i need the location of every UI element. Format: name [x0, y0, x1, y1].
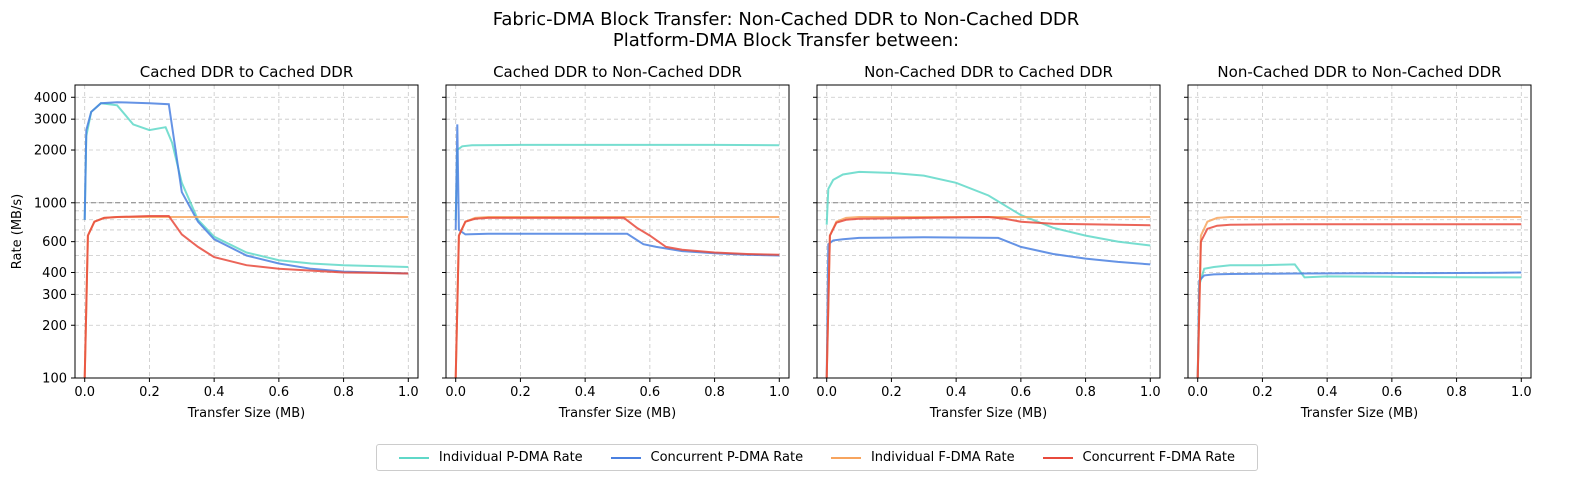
- x-tick-label: 0.2: [881, 385, 902, 400]
- suptitle-line-2: Platform-DMA Block Transfer between:: [613, 30, 959, 51]
- axes-frame: [816, 84, 1161, 379]
- legend-label: Individual F-DMA Rate: [870, 450, 1015, 465]
- x-tick-label: 0.4: [1317, 385, 1338, 400]
- legend-item-concurrent-fdma: Concurrent F-DMA Rate: [1042, 450, 1236, 465]
- y-tick-label: 200: [42, 319, 67, 334]
- x-axis-label: Transfer Size (MB): [1300, 406, 1419, 421]
- subplot-2: 0.0 0.2 0.4 0.6 0.8 1.0 Cached DDR to Non-Cach…: [442, 63, 790, 421]
- x-axis-label: Transfer Size (MB): [187, 406, 306, 421]
- x-tick-label: 0.0: [445, 385, 466, 400]
- series-line-individual-fdma: [825, 216, 1151, 378]
- series-line-individual-fdma: [83, 216, 409, 378]
- y-tick-label: 4000: [34, 91, 67, 106]
- series-line-concurrent-pdma: [825, 236, 1151, 378]
- subplot-3: 0.0 0.2 0.4 0.6 0.8 1.0 Non-Cached DDR to Cach…: [813, 63, 1161, 421]
- series-line-individual-pdma: [83, 102, 409, 268]
- y-tick-label: 300: [42, 288, 67, 303]
- axes-frame: [445, 84, 790, 379]
- x-tick-label: 0.8: [333, 385, 354, 400]
- x-tick-label: 0.2: [510, 385, 531, 400]
- y-tick-label: 3000: [34, 113, 67, 128]
- x-tick-label: 0.0: [74, 385, 95, 400]
- suptitle-line-1: Fabric-DMA Block Transfer: Non-Cached DD…: [493, 9, 1080, 30]
- x-tick-label: 0.6: [640, 385, 661, 400]
- series-line-concurrent-fdma: [83, 215, 409, 378]
- x-axis-label: Transfer Size (MB): [558, 406, 677, 421]
- x-tick-label: 1.0: [1140, 385, 1161, 400]
- legend-swatch-individual-fdma: [830, 456, 861, 459]
- x-tick-label: 0.8: [1446, 385, 1467, 400]
- legend-label: Concurrent P-DMA Rate: [650, 450, 804, 465]
- x-tick-label: 0.4: [575, 385, 596, 400]
- axes-frame: [74, 84, 419, 379]
- subplot-title: Cached DDR to Non-Cached DDR: [493, 63, 742, 81]
- x-tick-label: 0.6: [1382, 385, 1403, 400]
- y-tick-label: 1000: [34, 196, 67, 211]
- x-tick-label: 0.4: [204, 385, 225, 400]
- legend-item-individual-fdma: Individual F-DMA Rate: [830, 450, 1015, 465]
- axes-frame: [1187, 84, 1532, 379]
- x-tick-label: 0.4: [946, 385, 967, 400]
- x-axis-label: Transfer Size (MB): [929, 406, 1048, 421]
- subplot-title: Cached DDR to Cached DDR: [140, 63, 354, 81]
- x-tick-label: 0.2: [1252, 385, 1273, 400]
- y-tick-label: 2000: [34, 144, 67, 159]
- y-axis-label: Rate (MB/s): [10, 194, 25, 269]
- legend-item-concurrent-pdma: Concurrent P-DMA Rate: [610, 450, 804, 465]
- series-line-individual-pdma: [454, 143, 780, 220]
- subplot-title: Non-Cached DDR to Cached DDR: [864, 63, 1113, 81]
- series-line-concurrent-fdma: [454, 216, 780, 378]
- legend: Individual P-DMA Rate Concurrent P-DMA R…: [376, 444, 1258, 471]
- subplot-title: Non-Cached DDR to Non-Cached DDR: [1217, 63, 1501, 81]
- x-tick-label: 1.0: [1511, 385, 1532, 400]
- subplot-1: 0.0 0.2 0.4 0.6 0.8 1.0 100 200 300 400 600 1000 200…: [10, 63, 419, 421]
- x-tick-label: 0.0: [816, 385, 837, 400]
- legend-swatch-individual-pdma: [398, 456, 429, 459]
- x-tick-label: 0.8: [704, 385, 725, 400]
- x-tick-label: 1.0: [398, 385, 419, 400]
- series-line-individual-pdma: [825, 170, 1151, 247]
- y-tick-label: 100: [42, 372, 67, 387]
- series-line-individual-fdma: [1196, 216, 1522, 378]
- legend-label: Concurrent F-DMA Rate: [1082, 450, 1236, 465]
- series-line-concurrent-pdma: [83, 101, 409, 275]
- x-tick-label: 1.0: [769, 385, 790, 400]
- x-tick-label: 0.0: [1187, 385, 1208, 400]
- series-line-individual-fdma: [454, 216, 780, 378]
- x-tick-label: 0.6: [1011, 385, 1032, 400]
- legend-label: Individual P-DMA Rate: [438, 450, 583, 465]
- x-tick-label: 0.8: [1075, 385, 1096, 400]
- subplot-4: 0.0 0.2 0.4 0.6 0.8 1.0 Non-Cached DDR to Non-…: [1184, 63, 1532, 421]
- y-tick-label: 600: [42, 235, 67, 250]
- x-tick-label: 0.2: [139, 385, 160, 400]
- legend-item-individual-pdma: Individual P-DMA Rate: [398, 450, 583, 465]
- legend-swatch-concurrent-pdma: [610, 456, 641, 459]
- series-line-concurrent-fdma: [825, 215, 1151, 378]
- x-tick-label: 0.6: [269, 385, 290, 400]
- legend-swatch-concurrent-fdma: [1042, 456, 1073, 459]
- series-line-concurrent-pdma: [1196, 271, 1522, 378]
- series-line-individual-pdma: [1196, 263, 1522, 378]
- y-tick-label: 400: [42, 266, 67, 281]
- series-line-concurrent-fdma: [1196, 223, 1522, 378]
